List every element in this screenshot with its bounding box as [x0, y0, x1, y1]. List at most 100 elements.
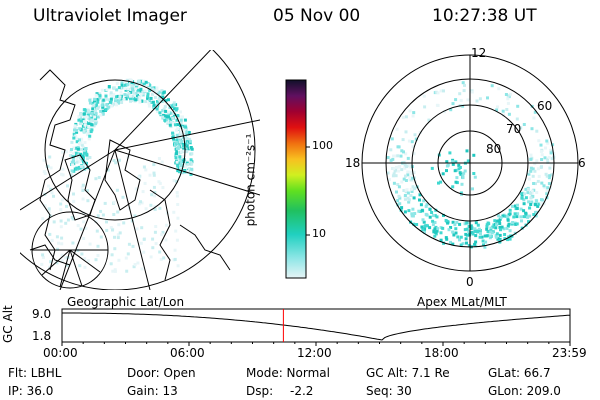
aurora-pixel [526, 215, 530, 219]
aurora-pixel [519, 215, 523, 219]
aurora-pixel [508, 237, 512, 241]
aurora-pixel [407, 198, 411, 202]
aurora-pixel [188, 137, 192, 141]
aurora-pixel [536, 167, 540, 171]
aurora-pixel [171, 135, 175, 139]
aurora-pixel [74, 151, 78, 155]
aurora-pixel [81, 157, 85, 161]
aurora-pixel [548, 166, 552, 170]
aurora-pixel [80, 143, 84, 147]
aurora-pixel [80, 147, 83, 151]
aurora-pixel [114, 95, 117, 99]
aurora-pixel [135, 83, 139, 87]
aurora-pixel [102, 107, 106, 111]
aurora-pixel [397, 194, 401, 198]
aurora-pixel [411, 114, 415, 118]
aurora-pixel [404, 174, 407, 178]
aurora-pixel [160, 233, 164, 237]
aurora-pixel [522, 215, 526, 219]
aurora-pixel [386, 171, 390, 175]
aurora-pixel [516, 104, 520, 108]
aurora-pixel [82, 114, 86, 118]
aurora-pixel [143, 181, 147, 185]
timeline-xtick-0: 00:00 [43, 346, 78, 360]
aurora-pixel [158, 250, 162, 254]
aurora-pixel [147, 83, 151, 87]
aurora-pixel [474, 244, 478, 248]
aurora-pixel [185, 148, 188, 152]
aurora-pixel [409, 187, 413, 191]
aurora-pixel [519, 126, 523, 130]
aurora-pixel [139, 241, 143, 245]
aurora-pixel [142, 79, 145, 83]
aurora-pixel [69, 149, 73, 153]
aurora-pixel [81, 124, 85, 128]
aurora-pixel [59, 208, 63, 212]
aurora-pixel [115, 188, 119, 192]
aurora-pixel [86, 157, 89, 161]
aurora-pixel [428, 215, 432, 219]
aurora-pixel [133, 82, 137, 86]
aurora-pixel [505, 215, 509, 218]
aurora-pixel [142, 91, 146, 95]
aurora-pixel [93, 120, 97, 123]
aurora-pixel [176, 203, 180, 206]
aurora-pixel [88, 98, 92, 102]
aurora-pixel [389, 158, 393, 162]
aurora-pixel [453, 169, 457, 173]
aurora-pixel [392, 181, 396, 185]
coastline [179, 224, 231, 271]
aurora-pixel [513, 212, 517, 216]
aurora-pixel [70, 160, 74, 164]
aurora-pixel [531, 174, 535, 178]
aurora-pixel [40, 262, 44, 266]
aurora-pixel [421, 228, 425, 232]
aurora-pixel [536, 204, 540, 208]
aurora-pixel [124, 88, 128, 92]
aurora-pixel [174, 154, 178, 157]
aurora-pixel [547, 182, 551, 186]
aurora-pixel [393, 169, 397, 173]
timeline-xtick-2: 12:00 [297, 346, 332, 360]
aurora-pixel [179, 110, 182, 114]
aurora-pixel [102, 98, 106, 102]
date-label: 05 Nov 00 [273, 6, 361, 26]
aurora-pixel [104, 94, 108, 98]
aurora-pixel [410, 190, 414, 193]
aurora-pixel [506, 97, 510, 101]
aurora-pixel [445, 237, 449, 241]
aurora-pixel [512, 215, 516, 219]
aurora-pixel [124, 79, 128, 83]
aurora-pixel [184, 125, 188, 129]
aurora-pixel [152, 171, 156, 175]
colorbar-svg [285, 79, 310, 279]
time-label: 10:27:38 UT [432, 6, 537, 26]
aurora-pixel [170, 121, 173, 124]
aurora-pixel [529, 169, 533, 173]
aurora-pixel [442, 213, 445, 217]
aurora-pixel [498, 225, 502, 229]
aurora-pixel [522, 123, 526, 126]
longitude-line [114, 50, 212, 151]
aurora-pixel [161, 95, 165, 99]
aurora-pixel [524, 196, 528, 200]
aurora-pixel [471, 187, 474, 191]
aurora-pixel [445, 169, 448, 173]
aurora-pixel [400, 206, 404, 210]
aurora-pixel [66, 218, 70, 222]
aurora-pixel [186, 163, 190, 167]
aurora-pixel [59, 225, 63, 229]
aurora-pixel [507, 235, 511, 239]
aurora-pixel [437, 181, 440, 185]
gain-info: Gain: 13 [127, 384, 178, 398]
aurora-pixel [65, 263, 69, 267]
aurora-pixel [543, 156, 547, 160]
aurora-pixel [402, 150, 405, 154]
coastline [104, 139, 141, 211]
aurora-pixel [462, 89, 466, 93]
aurora-pixel [131, 85, 135, 89]
aurora-pixel [529, 203, 533, 206]
aurora-pixel [120, 101, 124, 104]
aurora-pixel [179, 166, 183, 170]
aurora-pixel [57, 241, 61, 245]
